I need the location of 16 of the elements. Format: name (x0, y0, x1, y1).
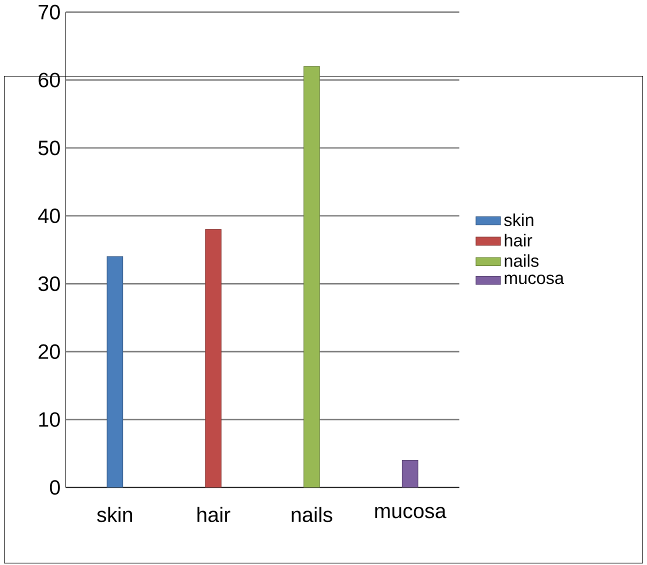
y-tick-label: 40 (38, 208, 60, 223)
x-tick-label: skin (97, 506, 132, 522)
legend-label: hair (504, 234, 532, 246)
y-tick-label: 60 (38, 72, 60, 88)
x-tick-label: hair (198, 506, 230, 522)
y-tick-label: 30 (38, 276, 60, 291)
x-tick-label: mucosa (375, 506, 446, 518)
legend-label: skin (504, 213, 534, 226)
y-tick-label: 70 (38, 4, 60, 20)
y-tick-label: 10 (39, 412, 60, 427)
y-tick-label: 50 (38, 140, 60, 156)
legend-label: mucosa (504, 274, 564, 284)
legend-label: nails (504, 254, 539, 267)
y-tick-label: 0 (50, 480, 60, 495)
x-tick-label: nails (292, 506, 332, 522)
y-tick-label: 20 (38, 344, 60, 359)
